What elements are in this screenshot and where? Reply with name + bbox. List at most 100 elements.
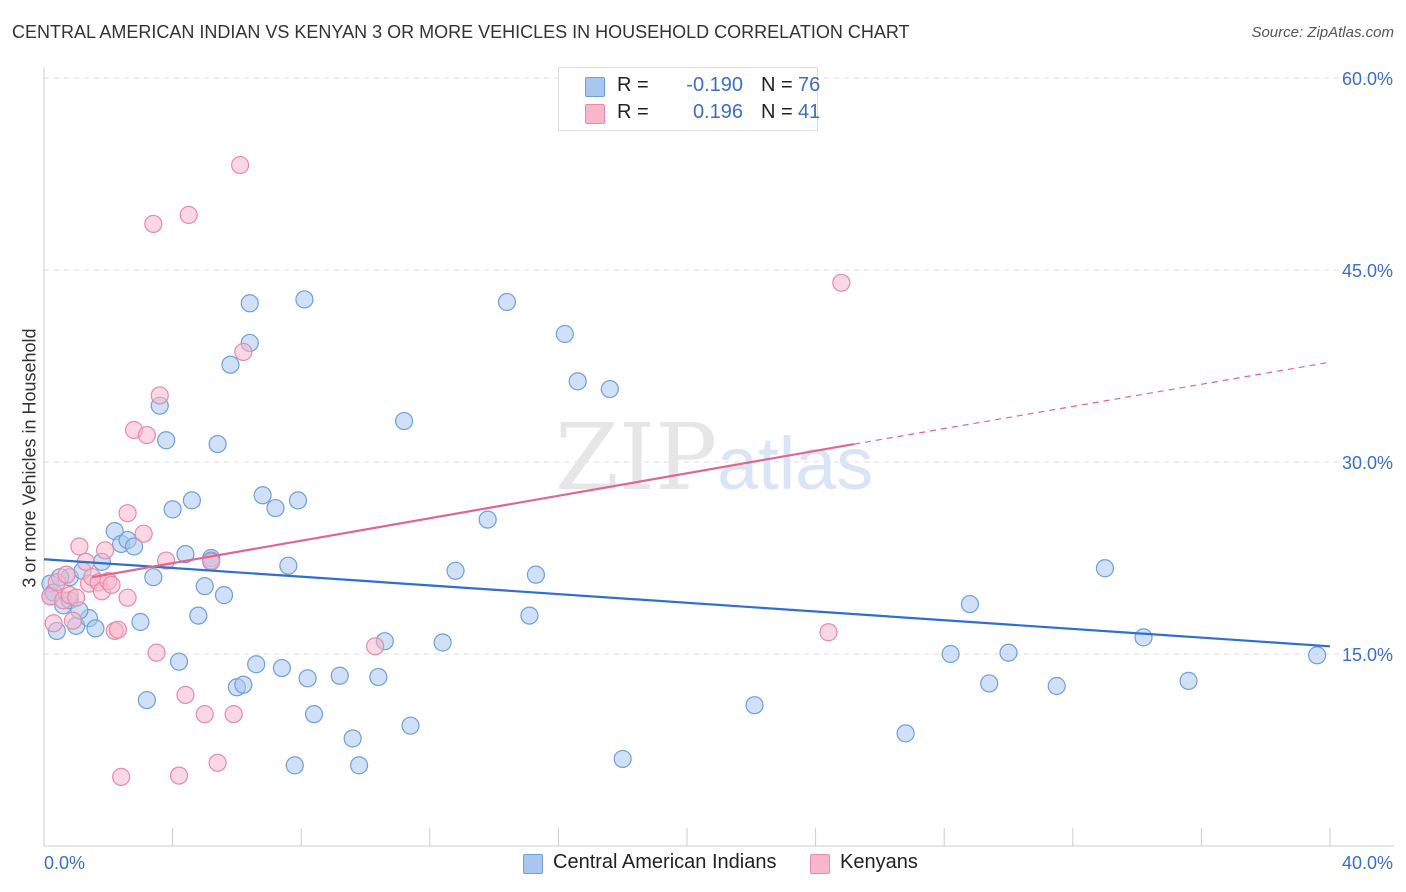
central-american-indian-point — [221, 355, 240, 374]
y-axis-label: 3 or more Vehicles in Household — [19, 328, 40, 588]
trend-line-kenyans — [92, 442, 855, 579]
legend-swatch-blue — [523, 854, 543, 874]
y-tick-label: 45.0% — [1342, 261, 1393, 281]
central-american-indian-point — [980, 674, 999, 693]
legend-label: Central American Indians — [553, 851, 777, 873]
central-american-indian-point — [555, 324, 574, 344]
y-tick-label: 30.0% — [1342, 453, 1393, 473]
correlation-legend: R = -0.190 N = 76 R = 0.196 N = 41 — [558, 67, 821, 131]
central-american-indian-point — [157, 431, 176, 450]
central-american-indian-point — [343, 729, 362, 748]
legend-r-value: 0.196 — [692, 101, 743, 123]
central-american-indian-point — [394, 411, 414, 431]
kenyan-point — [63, 611, 83, 630]
central-american-indian-point — [169, 652, 189, 671]
kenyan-point — [819, 623, 838, 642]
central-american-indian-point — [941, 644, 960, 664]
kenyan-point — [144, 214, 163, 234]
kenyan-point — [118, 504, 137, 523]
kenyan-point — [231, 155, 250, 175]
central-american-indian-point — [896, 724, 915, 743]
kenyan-point — [112, 767, 131, 786]
kenyan-point — [195, 705, 214, 724]
trend-lines — [43, 361, 1331, 648]
legend-r-label: R = — [617, 101, 649, 123]
kenyan-point — [169, 766, 189, 785]
central-american-indian-point — [526, 565, 545, 584]
kenyan-point — [134, 524, 153, 543]
central-american-indian-point — [745, 696, 764, 715]
central-american-indian-point — [247, 655, 266, 674]
legend-label: Kenyans — [840, 851, 918, 873]
central-american-indian-point — [1308, 646, 1327, 665]
kenyan-point — [208, 753, 227, 772]
kenyan-point — [150, 386, 169, 405]
central-american-indian-point — [288, 491, 308, 510]
central-american-indian-point — [330, 666, 349, 685]
central-american-indian-point — [613, 749, 632, 769]
kenyan-point — [67, 588, 86, 607]
kenyan-point — [95, 541, 115, 560]
kenyan-point — [366, 637, 385, 656]
legend-n-label: N = — [761, 74, 793, 96]
central-american-indian-point — [144, 568, 163, 587]
central-american-indian-point — [433, 633, 452, 652]
legend-swatch-pink — [810, 854, 830, 874]
central-american-indian-point — [1134, 628, 1153, 647]
central-american-indian-point — [1047, 676, 1066, 696]
kenyan-point — [176, 685, 195, 705]
central-american-indian-point — [568, 372, 587, 391]
watermark-zip: ZIP — [555, 404, 717, 511]
central-american-indian-point — [478, 510, 497, 529]
central-american-indian-point — [176, 545, 195, 564]
trend-line-kenyans-extension — [854, 361, 1331, 445]
kenyan-point — [108, 620, 128, 639]
central-american-indian-point — [214, 586, 234, 605]
y-tick-label: 60.0% — [1342, 69, 1393, 89]
central-american-indian-point — [131, 612, 150, 632]
central-american-indian-point — [304, 705, 324, 724]
central-american-indian-point — [1095, 559, 1115, 578]
axes — [43, 68, 1394, 847]
central-american-indian-point — [240, 294, 259, 313]
source-text: Source: ZipAtlas.com — [1251, 24, 1394, 41]
central-american-indian-point — [1179, 671, 1198, 690]
y-tick-label: 15.0% — [1342, 645, 1393, 665]
central-american-indian-point — [195, 577, 214, 596]
watermark: ZIP atlas — [555, 404, 873, 511]
kenyan-point — [832, 273, 851, 292]
legend-n-label: N = — [761, 101, 793, 123]
legend-swatch-blue — [585, 77, 605, 97]
kenyan-point — [179, 205, 198, 225]
legend-swatch-pink — [585, 104, 605, 124]
central-american-indian-point — [446, 561, 465, 580]
legend-n-value: 41 — [798, 101, 821, 123]
central-american-indian-point — [279, 556, 298, 575]
y-tick-labels: 15.0% 30.0% 45.0% 60.0% — [1342, 69, 1393, 665]
chart-title: CENTRAL AMERICAN INDIAN VS KENYAN 3 OR M… — [12, 22, 910, 42]
central-american-indian-point — [124, 537, 144, 556]
central-american-indian-point — [137, 690, 156, 710]
series-legend: Central American Indians Kenyans — [0, 851, 1406, 877]
central-american-indian-point — [999, 643, 1018, 662]
kenyan-point — [137, 426, 156, 445]
kenyan-point — [234, 342, 253, 362]
legend-r-value: -0.190 — [686, 74, 743, 96]
data-points — [41, 155, 1327, 786]
kenyan-point — [118, 588, 137, 607]
x-tick-label: 40.0% — [1342, 853, 1393, 873]
grid-lines — [44, 77, 1394, 655]
x-tick-labels: 0.0% 40.0% — [44, 853, 1393, 873]
central-american-indian-point — [295, 290, 314, 309]
central-american-indian-point — [182, 491, 201, 510]
central-american-indian-point — [600, 379, 619, 399]
central-american-indian-point — [266, 498, 285, 518]
kenyan-point — [57, 565, 76, 584]
x-tick-label: 0.0% — [44, 853, 85, 873]
central-american-indian-point — [349, 756, 369, 775]
central-american-indian-point — [86, 619, 105, 638]
legend-n-value: 76 — [798, 74, 821, 96]
central-american-indian-point — [960, 594, 980, 614]
central-american-indian-point — [298, 669, 317, 688]
